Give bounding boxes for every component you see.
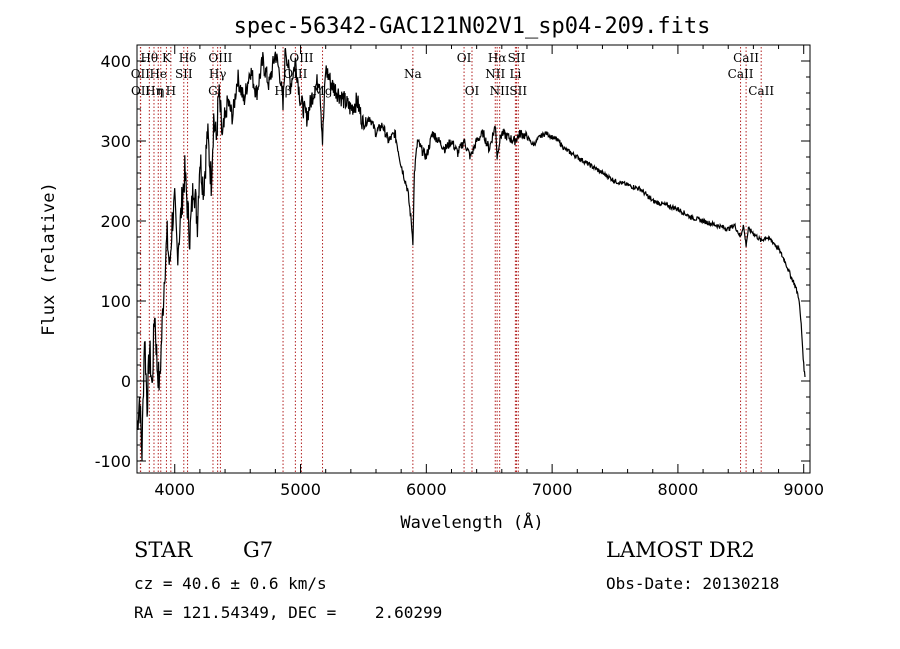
line-label-25: SII — [509, 84, 527, 98]
line-label-8: SII — [175, 67, 193, 81]
line-label-9: Hδ — [179, 51, 197, 65]
line-label-7: OII — [131, 84, 151, 98]
plot-frame — [136, 44, 811, 474]
line-label-11: Hγ — [209, 67, 227, 81]
x-tick-label-2: 6000 — [406, 480, 447, 499]
redshift-text: cz = 40.6 ± 0.6 km/s — [134, 574, 327, 593]
x-tick-label-4: 8000 — [658, 480, 699, 499]
x-tick-label-0: 4000 — [154, 480, 195, 499]
obs-date: Obs-Date: 20130218 — [606, 574, 780, 593]
line-label-15: OIII — [289, 51, 313, 65]
line-label-21: Hα — [488, 51, 507, 65]
x-tick-label-3: 7000 — [532, 480, 573, 499]
object-class: STAR — [134, 538, 193, 562]
line-label-23: Li — [509, 67, 521, 81]
x-axis-label: Wavelength (Å) — [400, 511, 543, 533]
coordinates: RA = 121.54349, DEC = 2.60299 — [134, 603, 443, 622]
line-label-24: SII — [508, 51, 526, 65]
x-tick-label-1: 5000 — [280, 480, 321, 499]
object-subclass: G7 — [243, 538, 274, 562]
line-label-17: Na — [404, 67, 422, 81]
y-tick-label-1: 0 — [121, 372, 131, 391]
line-label-27: CaII — [733, 51, 759, 65]
line-label-1: Hη — [145, 84, 163, 98]
line-label-3: η — [157, 84, 164, 98]
spectrum-line — [136, 47, 806, 461]
line-label-0: Hθ — [140, 51, 158, 65]
y-tick-label-4: 300 — [100, 132, 131, 151]
line-label-2: He — [149, 67, 167, 81]
line-label-4: K — [162, 51, 172, 65]
y-axis-ticks: -100 0 100 200 300 400 — [95, 52, 810, 471]
line-label-5: H — [166, 84, 176, 98]
line-label-6: OII — [131, 67, 151, 81]
y-axis-label: Flux (relative) — [39, 182, 59, 336]
survey-label: LAMOST DR2 — [606, 538, 755, 562]
x-axis-ticks: 4000 5000 6000 7000 8000 9000 — [154, 45, 824, 499]
spectral-line-labels: HθHηHeηKHOIIOIISIIHδGHγOIIIHβOIIIOIIIMgN… — [131, 51, 775, 98]
line-label-18: OI — [457, 51, 472, 65]
y-tick-label-0: -100 — [95, 452, 131, 471]
line-label-12: OIII — [208, 51, 232, 65]
x-tick-label-5: 9000 — [783, 480, 824, 499]
line-label-22: NII — [490, 84, 510, 98]
line-label-19: OI — [465, 84, 480, 98]
y-tick-label-2: 100 — [100, 292, 131, 311]
spectral-line-markers — [139, 47, 762, 472]
line-label-14: OIII — [283, 67, 307, 81]
y-tick-label-5: 400 — [100, 52, 131, 71]
line-label-28: CaII — [748, 84, 774, 98]
line-label-10: G — [208, 84, 218, 98]
chart-title: spec-56342-GAC121N02V1_sp04-209.fits — [234, 14, 711, 39]
line-label-20: NII — [485, 67, 505, 81]
y-tick-label-3: 200 — [100, 212, 131, 231]
line-label-26: CaII — [728, 67, 754, 81]
